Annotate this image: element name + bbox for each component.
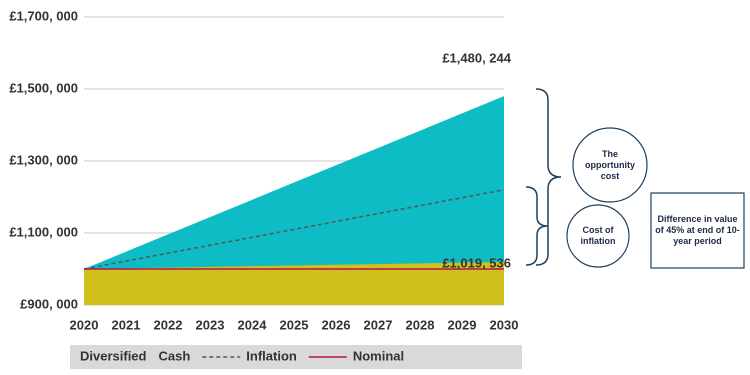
y-tick-label: £1,700, 000 <box>9 8 78 23</box>
x-tick-label: 2023 <box>196 317 225 332</box>
x-tick-label: 2028 <box>406 317 435 332</box>
annotation-circle <box>572 127 648 203</box>
plot-area <box>83 16 505 306</box>
y-tick-label: £1,300, 000 <box>9 152 78 167</box>
y-tick-label: £900, 000 <box>20 296 78 311</box>
x-tick-label: 2022 <box>154 317 183 332</box>
value-label: £1,019, 536 <box>442 255 511 270</box>
line <box>83 189 505 270</box>
y-tick-label: £1,500, 000 <box>9 80 78 95</box>
x-tick-label: 2030 <box>490 317 519 332</box>
x-tick-label: 2025 <box>280 317 309 332</box>
annotation-box <box>650 192 745 269</box>
legend-background <box>70 345 522 369</box>
x-tick-label: 2027 <box>364 317 393 332</box>
y-tick-label: £1,100, 000 <box>9 224 78 239</box>
x-tick-label: 2029 <box>448 317 477 332</box>
annotation: Cost of inflation <box>580 225 616 246</box>
brace <box>535 88 562 266</box>
annotation: Difference in value of 45% at end of 10-… <box>655 214 740 246</box>
legend-label: Nominal <box>353 348 404 363</box>
x-tick-label: 2026 <box>322 317 351 332</box>
x-tick-label: 2021 <box>112 317 141 332</box>
area <box>84 261 504 305</box>
annotation: The opportunity cost <box>585 148 635 181</box>
x-tick-label: 2020 <box>70 317 99 332</box>
value-label: £1,480, 244 <box>442 51 511 66</box>
legend-label: Diversified <box>80 348 147 363</box>
annotation-circle <box>566 204 630 268</box>
brace <box>525 186 549 266</box>
legend-label: Cash <box>158 348 190 363</box>
legend-label: Inflation <box>246 348 297 363</box>
area <box>84 96 504 306</box>
x-tick-label: 2024 <box>238 317 268 332</box>
